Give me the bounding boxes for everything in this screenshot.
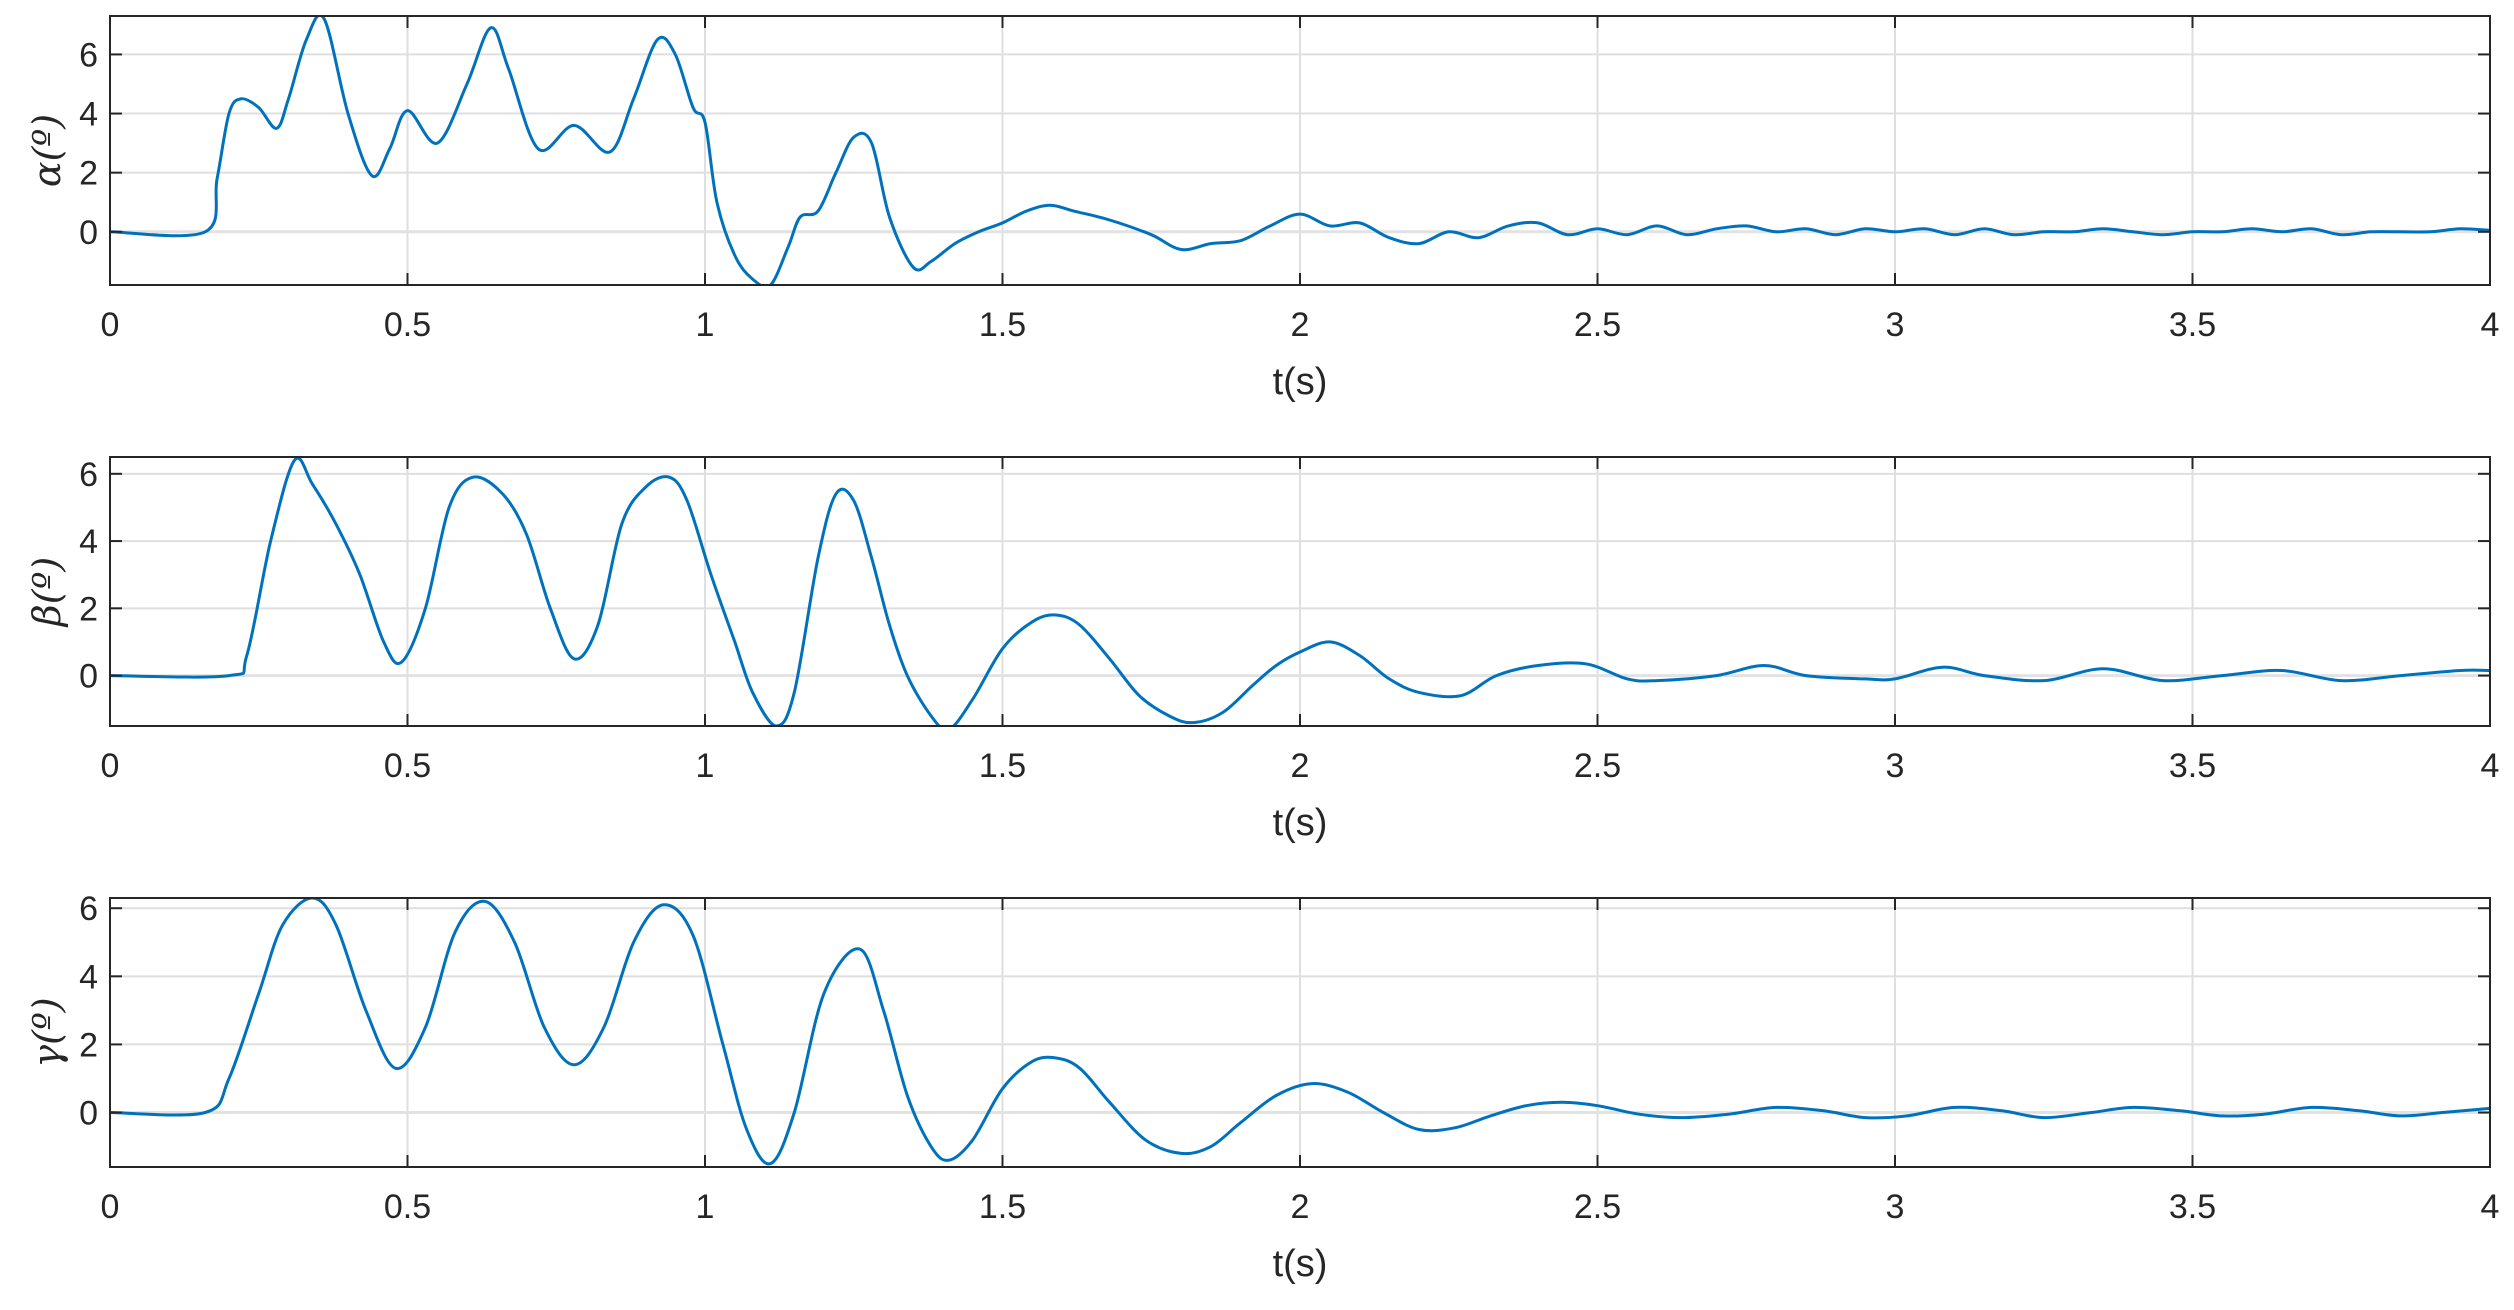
- y-tick-label: 6: [79, 36, 98, 74]
- y-axis-label: γ(º): [25, 997, 69, 1067]
- y-tick-label: 4: [79, 958, 98, 996]
- x-tick-label: 3: [1886, 1188, 1905, 1226]
- x-tick-label: 1.5: [979, 1188, 1026, 1226]
- x-tick-label: 3.5: [2169, 306, 2216, 344]
- subplot-1: 0 0.5 1 1.5 2 2.5 3 3.5 4 0 2 4 6 t(s) α(º): [25, 15, 2499, 403]
- y-tick-label: 2: [79, 1026, 98, 1064]
- x-tick-label: 1: [696, 306, 715, 344]
- subplot-3: 0 0.5 1 1.5 2 2.5 3 3.5 4 0 2 4 6 t(s) γ(º): [25, 890, 2499, 1285]
- y-tick-label: 0: [79, 658, 98, 696]
- x-tick-label: 0: [101, 1188, 120, 1226]
- y-tick-label: 4: [79, 523, 98, 561]
- x-tick-label: 1.5: [979, 747, 1026, 785]
- y-tick-label: 0: [79, 1095, 98, 1133]
- x-axis-label: t(s): [1273, 361, 1328, 403]
- x-tick-label: 3.5: [2169, 1188, 2216, 1226]
- x-tick-label: 1.5: [979, 306, 1026, 344]
- series-line-1: [110, 16, 2490, 285]
- x-axis-label: t(s): [1273, 1243, 1328, 1285]
- x-tick-label: 0: [101, 306, 120, 344]
- x-tick-label: 3.5: [2169, 747, 2216, 785]
- x-tick-label: 4: [2481, 747, 2500, 785]
- x-tick-label: 3: [1886, 306, 1905, 344]
- x-tick-label: 0.5: [384, 747, 431, 785]
- x-tick-label: 0.5: [384, 1188, 431, 1226]
- x-tick-label: 1: [696, 747, 715, 785]
- x-tick-label: 2.5: [1574, 1188, 1621, 1226]
- y-tick-label: 4: [79, 96, 98, 134]
- x-tick-label: 1: [696, 1188, 715, 1226]
- y-tick-label: 2: [79, 590, 98, 628]
- x-tick-label: 3: [1886, 747, 1905, 785]
- x-tick-label: 0: [101, 747, 120, 785]
- x-tick-label: 2.5: [1574, 747, 1621, 785]
- x-tick-label: 4: [2481, 306, 2500, 344]
- x-tick-label: 2: [1291, 1188, 1310, 1226]
- y-axis-label: α(º): [25, 114, 69, 187]
- x-tick-label: 2: [1291, 747, 1310, 785]
- y-tick-label: 0: [79, 214, 98, 252]
- y-tick-label: 6: [79, 890, 98, 928]
- x-axis-label: t(s): [1273, 802, 1328, 844]
- x-tick-label: 4: [2481, 1188, 2500, 1226]
- x-tick-label: 0.5: [384, 306, 431, 344]
- y-axis-label: β(º): [25, 557, 69, 629]
- series-line-3: [110, 898, 2490, 1166]
- series-line-2: [110, 457, 2490, 726]
- x-tick-label: 2.5: [1574, 306, 1621, 344]
- y-tick-label: 6: [79, 456, 98, 494]
- subplot-2: 0 0.5 1 1.5 2 2.5 3 3.5 4 0 2 4 6 t(s) β(º): [25, 456, 2499, 844]
- y-tick-label: 2: [79, 155, 98, 193]
- x-tick-label: 2: [1291, 306, 1310, 344]
